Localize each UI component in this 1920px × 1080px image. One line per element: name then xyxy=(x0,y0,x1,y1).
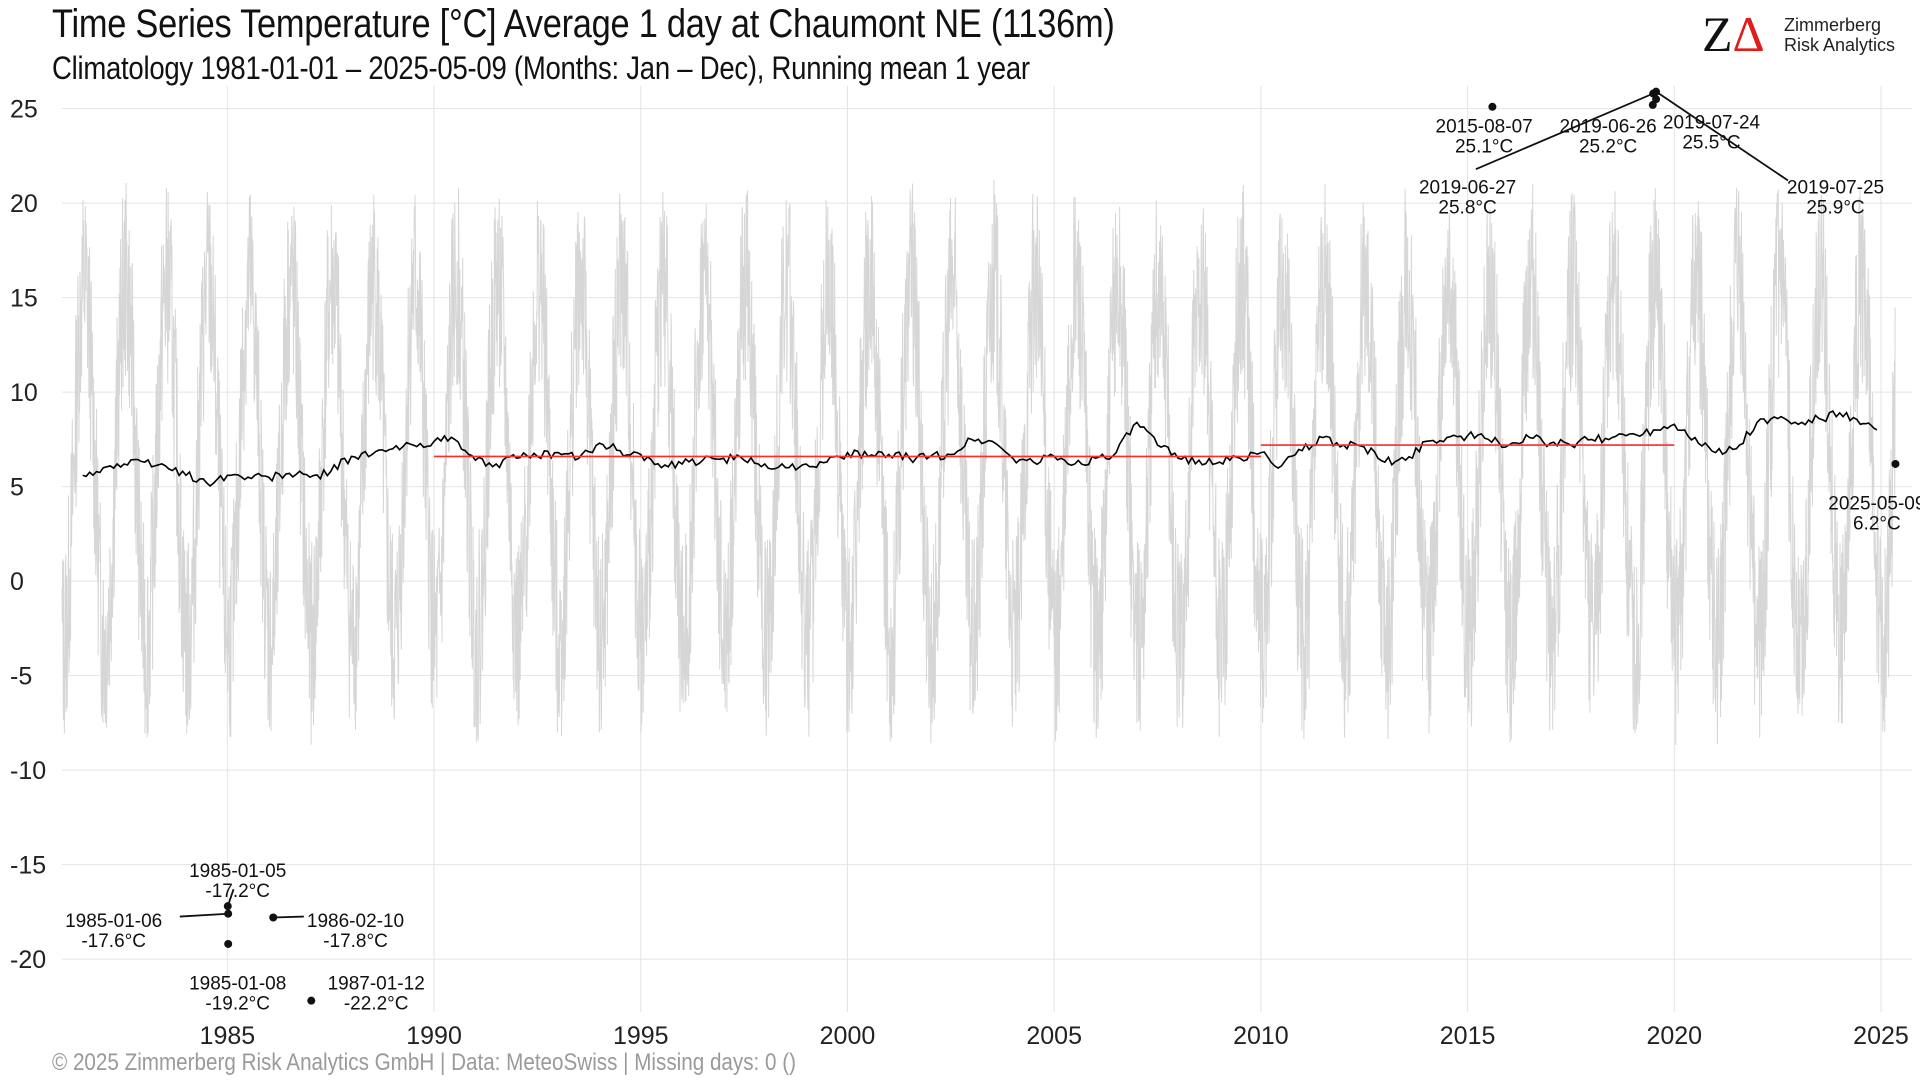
annotation-date: 1985-01-06 xyxy=(65,911,162,932)
footer-credits: © 2025 Zimmerberg Risk Analytics GmbH | … xyxy=(52,1049,796,1076)
annotation-1986-02-10: 1986-02-10-17.8°C xyxy=(269,911,404,952)
annotation-value: 25.9°C xyxy=(1806,198,1864,219)
extreme-annotations: 2015-08-0725.1°C2019-06-2625.2°C2019-07-… xyxy=(65,87,1920,1014)
annotation-value: 25.1°C xyxy=(1455,136,1513,157)
annotation-1985-01-05: 1985-01-05-17.2°C xyxy=(189,861,286,911)
daily-temperature-series xyxy=(61,179,1896,746)
y-tick-label: 25 xyxy=(10,96,38,124)
y-tick-label: -5 xyxy=(10,663,32,691)
y-tick-label: 10 xyxy=(10,379,38,407)
annotation-leader xyxy=(179,912,229,918)
annotation-leader xyxy=(1655,90,1789,182)
x-tick-label: 1995 xyxy=(613,1022,669,1050)
extreme-point xyxy=(224,939,233,948)
extreme-point xyxy=(1652,87,1661,96)
annotation-1985-01-06: 1985-01-06-17.6°C xyxy=(65,909,233,952)
y-tick-label: 0 xyxy=(10,568,24,596)
x-tick-label: 2015 xyxy=(1440,1022,1496,1050)
chart-subtitle: Climatology 1981-01-01 – 2025-05-09 (Mon… xyxy=(52,50,1030,86)
annotation-date: 2019-06-26 xyxy=(1560,116,1657,137)
annotation-value: -19.2°C xyxy=(205,993,270,1014)
annotation-value: 25.8°C xyxy=(1438,198,1496,219)
y-tick-label: -20 xyxy=(10,946,46,974)
y-tick-label: -15 xyxy=(10,852,46,880)
annotation-value: -22.2°C xyxy=(344,993,409,1014)
x-tick-label: 1985 xyxy=(200,1022,256,1050)
annotation-date: 2015-08-07 xyxy=(1436,116,1533,137)
annotation-date: 2025-05-09 xyxy=(1828,493,1920,514)
annotation-value: 25.2°C xyxy=(1579,136,1637,157)
y-tick-label: 20 xyxy=(10,190,38,218)
annotation-date: 2019-06-27 xyxy=(1419,178,1516,199)
annotation-leader xyxy=(1475,92,1654,170)
annotation-date: 1985-01-05 xyxy=(189,861,286,882)
daily-temperature-line xyxy=(61,179,1896,746)
x-tick-label: 2005 xyxy=(1026,1022,1082,1050)
logo-mark: ZΔ xyxy=(1702,8,1765,60)
annotation-value: -17.2°C xyxy=(205,881,270,902)
annotation-date: 2019-07-24 xyxy=(1663,113,1761,134)
company-logo: ZΔ Zimmerberg Risk Analytics xyxy=(1702,8,1912,60)
extreme-point xyxy=(1891,459,1900,468)
annotation-leader xyxy=(273,915,304,919)
x-tick-label: 2025 xyxy=(1853,1022,1909,1050)
x-tick-label: 2020 xyxy=(1646,1022,1702,1050)
period-mean-lines xyxy=(434,444,1675,458)
x-tick-label: 2010 xyxy=(1233,1022,1289,1050)
chart-title: Time Series Temperature [°C] Average 1 d… xyxy=(52,2,1115,46)
annotation-value: 6.2°C xyxy=(1853,513,1901,534)
extreme-point xyxy=(223,902,232,911)
y-tick-label: 15 xyxy=(10,285,38,313)
annotation-date: 1986-02-10 xyxy=(307,911,404,932)
extreme-point xyxy=(224,909,233,918)
y-tick-label: 5 xyxy=(10,474,24,502)
grid-lines xyxy=(62,86,1912,1012)
running-mean-line xyxy=(82,409,1878,488)
logo-text: Zimmerberg Risk Analytics xyxy=(1784,15,1895,55)
logo-line1: Zimmerberg xyxy=(1784,15,1882,35)
annotation-2025-05-09: 2025-05-096.2°C xyxy=(1828,459,1920,534)
x-tick-label: 2000 xyxy=(820,1022,876,1050)
extreme-point xyxy=(307,996,316,1005)
annotation-value: -17.6°C xyxy=(81,931,146,952)
y-tick-label: -10 xyxy=(10,757,46,785)
annotation-date: 2019-07-25 xyxy=(1787,178,1884,199)
logo-line2: Risk Analytics xyxy=(1784,35,1896,55)
extreme-point xyxy=(269,913,278,922)
x-tick-label: 1990 xyxy=(406,1022,462,1050)
extreme-point xyxy=(1488,102,1497,111)
annotation-date: 1985-01-08 xyxy=(189,973,286,994)
running-mean-series xyxy=(82,409,1878,488)
annotation-1987-01-12: 1987-01-12-22.2°C xyxy=(307,973,425,1014)
annotation-date: 1987-01-12 xyxy=(328,973,425,994)
annotation-1985-01-08: 1985-01-08-19.2°C xyxy=(189,939,286,1014)
logo-z: Z xyxy=(1702,6,1733,62)
logo-delta: Δ xyxy=(1732,6,1765,62)
annotation-value: -17.8°C xyxy=(323,931,388,952)
